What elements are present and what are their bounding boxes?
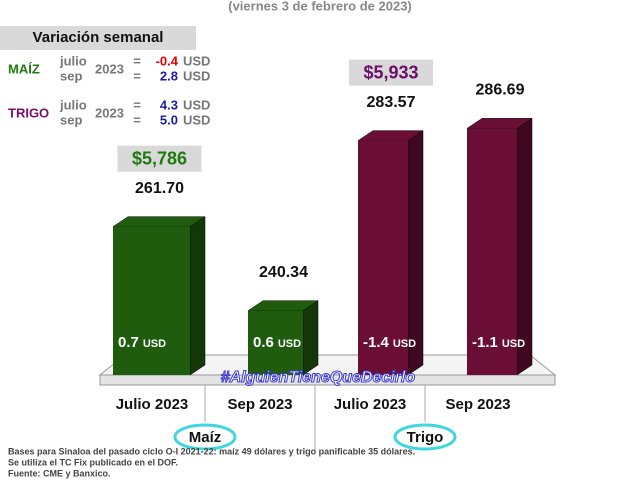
group-price: $5,786 xyxy=(132,148,187,168)
bar-top xyxy=(112,216,206,227)
month: sep xyxy=(60,68,82,83)
year: 2023 xyxy=(95,105,124,120)
price-box xyxy=(349,59,433,86)
x-tick-label: Sep 2023 xyxy=(227,396,292,413)
price-box xyxy=(117,145,202,172)
bar-change: 0.7 xyxy=(118,334,139,351)
footnote: Bases para Sinaloa del pasado ciclo O-I … xyxy=(8,446,415,456)
x-tick-label: Julio 2023 xyxy=(334,396,407,413)
x-tick-label: Julio 2023 xyxy=(116,396,189,413)
bar-change-unit: USD xyxy=(502,338,525,350)
bar xyxy=(248,310,303,375)
value-label: 283.57 xyxy=(367,94,416,111)
month: julio xyxy=(59,97,87,112)
bar-side xyxy=(516,117,533,376)
footnote: Se utiliza el TC Fix publicado en el DOF… xyxy=(8,457,178,467)
bar-change-unit: USD xyxy=(393,338,416,350)
equals: = xyxy=(133,97,141,112)
group-label: Trigo xyxy=(407,429,444,446)
chart-subtitle: (viernes 3 de febrero de 2023) xyxy=(228,0,412,13)
value-label: 240.34 xyxy=(259,264,308,281)
bar-change-unit: USD xyxy=(278,338,301,350)
bar-change: -1.1 xyxy=(472,334,498,351)
bar-change: -1.4 xyxy=(363,334,390,351)
group-label: Maíz xyxy=(189,429,222,446)
crop-name: MAÍZ xyxy=(8,61,40,76)
unit: USD xyxy=(183,68,210,83)
bar-change: 0.6 xyxy=(253,334,274,351)
unit: USD xyxy=(183,112,210,127)
equals: = xyxy=(133,112,141,127)
crop-name: TRIGO xyxy=(8,105,49,120)
change-value: 4.3 xyxy=(160,97,178,112)
value-label: 261.70 xyxy=(135,180,184,197)
bar-side xyxy=(189,216,206,376)
change-value: 2.8 xyxy=(160,68,178,83)
unit: USD xyxy=(183,97,210,112)
bar xyxy=(467,128,517,375)
bar-side xyxy=(302,300,319,376)
equals: = xyxy=(133,68,141,83)
year: 2023 xyxy=(95,61,124,76)
table-title: Variación semanal xyxy=(33,29,164,46)
group-ellipse xyxy=(393,423,457,451)
bar xyxy=(113,226,190,375)
group-ellipse xyxy=(173,423,237,451)
bar-change-unit: USD xyxy=(143,338,166,350)
table-header-bg xyxy=(0,26,196,50)
bar xyxy=(358,140,408,375)
month: julio xyxy=(59,53,87,68)
value-label: 286.69 xyxy=(476,82,525,99)
equals: = xyxy=(133,53,141,68)
month: sep xyxy=(60,112,82,127)
watermark: #AlguienTieneQueDecirlo xyxy=(221,369,416,386)
group-price: $5,933 xyxy=(363,62,418,82)
change-value: -0.4 xyxy=(156,53,179,68)
change-value: 5.0 xyxy=(160,112,178,127)
footnote: Fuente: CME y Banxico. xyxy=(8,468,111,478)
unit: USD xyxy=(183,53,210,68)
x-tick-label: Sep 2023 xyxy=(445,396,510,413)
